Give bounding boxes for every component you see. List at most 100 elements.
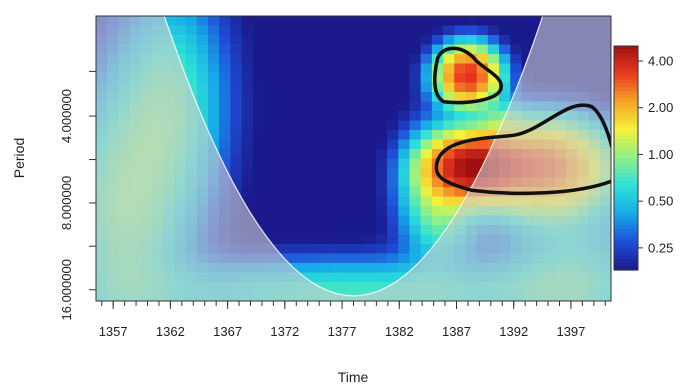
heatmap-cell <box>275 73 287 84</box>
heatmap-cell <box>431 111 444 122</box>
heatmap-cell <box>331 263 343 274</box>
colorbar-swatch <box>614 262 638 267</box>
heatmap-cell <box>375 177 388 188</box>
colorbar-swatch <box>614 251 638 256</box>
heatmap-cell <box>342 44 355 55</box>
heatmap-cell <box>364 263 377 274</box>
heatmap-cell <box>387 253 399 264</box>
colorbar-swatch <box>614 116 638 122</box>
heatmap-cell <box>219 73 231 84</box>
heatmap-cell <box>342 63 355 74</box>
heatmap-cell <box>319 253 332 264</box>
heatmap-cell <box>263 120 276 131</box>
heatmap-cell <box>353 149 366 160</box>
heatmap-cell <box>510 44 523 55</box>
colorbar-swatch <box>614 87 638 92</box>
heatmap-cell <box>331 92 343 103</box>
heatmap-cell <box>297 130 310 141</box>
heatmap-cell <box>364 35 377 46</box>
heatmap-cell <box>263 16 276 27</box>
heatmap-cell <box>331 272 343 283</box>
heatmap-cell <box>331 44 343 55</box>
heatmap-cell <box>387 44 399 55</box>
heatmap-cell <box>465 158 478 169</box>
heatmap-cell <box>364 196 377 207</box>
heatmap-cell <box>263 73 276 84</box>
heatmap-cell <box>319 158 332 169</box>
heatmap-cell <box>420 206 433 217</box>
heatmap-cell <box>387 158 399 169</box>
colorbar-swatch <box>614 154 638 159</box>
heatmap-cell <box>364 82 377 93</box>
colorbar-swatch <box>614 225 638 230</box>
heatmap-cell <box>207 25 220 36</box>
colorbar-swatch <box>614 176 638 181</box>
heatmap-cell <box>409 130 422 141</box>
heatmap-cell <box>353 253 366 264</box>
heatmap-cell <box>286 101 299 112</box>
heatmap-cell <box>409 225 422 236</box>
heatmap-cell <box>286 63 299 74</box>
heatmap-cell <box>263 25 276 36</box>
y-axis-title: Period <box>11 138 27 178</box>
heatmap-cell <box>398 25 411 36</box>
heatmap-cell <box>286 187 299 198</box>
heatmap-cell <box>420 25 433 36</box>
heatmap-cell <box>297 63 310 74</box>
heatmap-cell <box>375 234 388 245</box>
heatmap-cell <box>443 35 455 46</box>
heatmap-cell <box>409 111 422 122</box>
heatmap-cell <box>353 130 366 141</box>
heatmap-cell <box>196 63 209 74</box>
heatmap-cell <box>353 177 366 188</box>
heatmap-cell <box>342 234 355 245</box>
heatmap-cell <box>375 63 388 74</box>
heatmap-cell <box>252 16 265 27</box>
heatmap-cell <box>263 111 276 122</box>
heatmap-cell <box>375 263 388 274</box>
heatmap-cell <box>375 82 388 93</box>
heatmap-cell <box>420 54 433 65</box>
heatmap-cell <box>465 120 478 131</box>
heatmap-cell <box>275 101 287 112</box>
heatmap-cell <box>454 54 467 65</box>
heatmap-cell <box>196 111 209 122</box>
heatmap-cell <box>387 54 399 65</box>
heatmap-cell <box>252 158 265 169</box>
heatmap-cell <box>230 73 243 84</box>
heatmap-cell <box>252 82 265 93</box>
heatmap-cell <box>207 82 220 93</box>
heatmap-cell <box>252 130 265 141</box>
heatmap-cell <box>286 16 299 27</box>
heatmap-cell <box>342 82 355 93</box>
heatmap-cell <box>387 139 399 150</box>
heatmap-cell <box>387 196 399 207</box>
heatmap-cell <box>409 16 422 27</box>
heatmap-cell <box>454 120 467 131</box>
heatmap-cell <box>241 63 254 74</box>
heatmap-cell <box>387 187 399 198</box>
heatmap-cell <box>375 168 388 179</box>
heatmap-cell <box>331 244 343 255</box>
heatmap-cell <box>241 149 254 160</box>
heatmap-cell <box>375 54 388 65</box>
heatmap-cell <box>375 92 388 103</box>
heatmap-cell <box>297 44 310 55</box>
heatmap-cell <box>230 16 243 27</box>
colorbar-swatch <box>614 221 638 226</box>
colorbar-tick-label: 0.25 <box>648 240 673 255</box>
heatmap-cell <box>443 187 455 198</box>
heatmap-cell <box>431 187 444 198</box>
heatmap-cell <box>297 25 310 36</box>
heatmap-cell <box>387 234 399 245</box>
heatmap-cell <box>476 44 489 55</box>
heatmap-cell <box>420 101 433 112</box>
heatmap-cell <box>286 82 299 93</box>
colorbar-swatch <box>614 228 638 234</box>
heatmap-cell <box>443 139 455 150</box>
heatmap-cell <box>398 149 411 160</box>
heatmap-cell <box>342 225 355 236</box>
colorbar-swatch <box>614 243 638 249</box>
heatmap-cell <box>443 82 455 93</box>
heatmap-cell <box>431 139 444 150</box>
